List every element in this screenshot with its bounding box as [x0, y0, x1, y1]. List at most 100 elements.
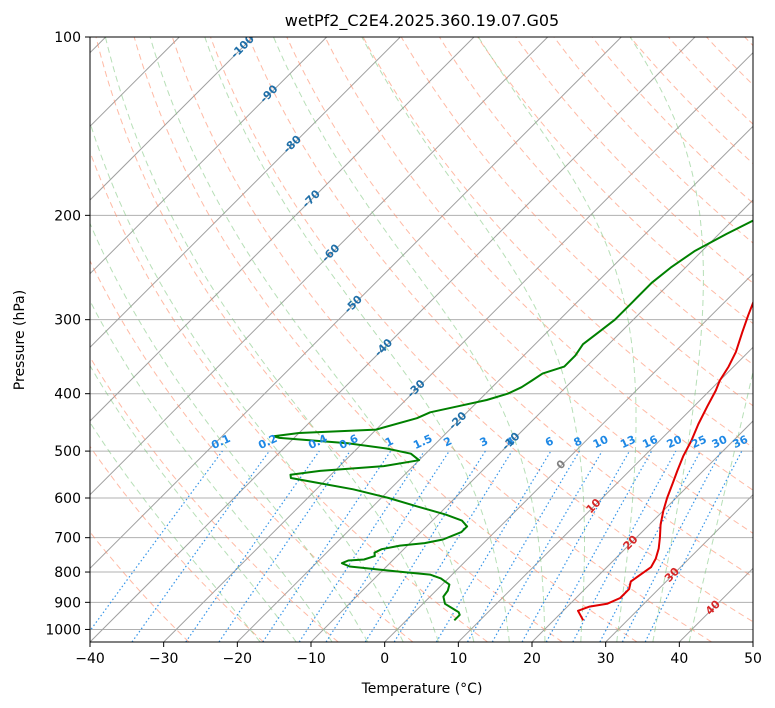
- x-tick-label: −20: [223, 651, 253, 667]
- dry-adiabat-line: [171, 37, 712, 642]
- mixing-ratio-line: [491, 450, 603, 642]
- x-tick-label: 10: [449, 651, 467, 667]
- y-tick-label: 100: [54, 30, 81, 46]
- y-tick-label: 700: [54, 531, 81, 547]
- moist-adiabat-line: [149, 37, 475, 642]
- mixing-ratio-label: 30: [710, 433, 730, 451]
- chart-title: wetPf2_C2E4.2025.360.19.07.G05: [285, 11, 559, 31]
- moist-adiabat-line: [629, 37, 704, 642]
- dry-adiabat-line: [744, 37, 753, 47]
- mixing-ratio-line: [545, 450, 653, 642]
- dry-adiabat-line: [90, 356, 339, 642]
- isotherm-line: [678, 567, 753, 642]
- y-tick-label: 200: [54, 208, 81, 224]
- isotherm-line: [457, 346, 753, 642]
- temperature-profile-line: [577, 300, 753, 621]
- x-axis: −40 −30 −20 −10 0 10 20 30 40 50: [75, 642, 762, 667]
- mixing-ratio-line: [185, 450, 320, 642]
- plot-area: [90, 37, 753, 642]
- y-axis-label: Pressure (hPa): [12, 290, 28, 390]
- mixing-ratio-line: [572, 450, 677, 642]
- x-tick-label: 50: [744, 651, 762, 667]
- isotherm-line: [163, 51, 753, 642]
- dry-adiabat-line: [95, 37, 563, 642]
- y-tick-label: 300: [54, 313, 81, 329]
- mixing-ratio-line: [466, 450, 580, 642]
- dry-adiabat-line: [90, 150, 488, 642]
- dry-adiabat-line: [133, 37, 638, 642]
- mixing-ratio-label: 16: [640, 433, 660, 451]
- moist-adiabat-line: [688, 369, 753, 642]
- mixing-ratio-line: [218, 450, 351, 642]
- mixing-ratio-label: 13: [618, 433, 637, 451]
- mixing-ratio-label: 20: [665, 433, 685, 451]
- y-axis: 100 200 300 400 500 600 700 800 900 1000: [45, 30, 90, 638]
- dry-adiabat-line: [591, 37, 753, 204]
- mixing-ratio-line: [131, 450, 270, 642]
- dry-adiabat-line: [210, 37, 753, 623]
- isotherm-label: 0: [554, 457, 569, 472]
- x-tick-label: −10: [296, 651, 326, 667]
- x-tick-label: −40: [75, 651, 105, 667]
- y-tick-label: 900: [54, 595, 81, 611]
- dry-adiabat-line: [362, 37, 753, 449]
- dry-adiabat-line: [515, 37, 753, 284]
- y-tick-label: 800: [54, 565, 81, 581]
- isotherm-label: -30: [405, 377, 428, 400]
- x-tick-label: 20: [523, 651, 541, 667]
- moist-adiabat-line: [477, 37, 637, 642]
- mixing-ratio-label: 1: [383, 434, 395, 449]
- isotherm-line: [752, 641, 753, 642]
- plot-frame: [89, 36, 754, 643]
- moist-adiabat-line: [90, 299, 333, 642]
- isotherm-label: 30: [662, 565, 682, 585]
- dry-adiabat-line: [324, 37, 753, 491]
- isotherm-line: [90, 37, 254, 201]
- isotherm-line: [90, 37, 401, 349]
- mixing-ratio-label: 6: [543, 434, 556, 449]
- dry-adiabat-line: [90, 531, 190, 642]
- dry-adiabat-line: [400, 37, 753, 407]
- isotherm-line: [90, 37, 475, 422]
- x-tick-label: 30: [597, 651, 615, 667]
- isotherm-line: [605, 493, 753, 642]
- mixing-ratio-label: 0.1: [209, 432, 232, 452]
- mixing-ratio-line: [521, 450, 631, 642]
- mixing-ratio-line: [90, 450, 223, 632]
- y-tick-label: 1000: [45, 622, 81, 638]
- dewpoint-profile-line: [272, 219, 753, 622]
- isotherm-line: [90, 37, 696, 642]
- dry-adiabat-line: [90, 259, 414, 642]
- dry-adiabat-line: [90, 445, 264, 642]
- dry-adiabat-line: [629, 37, 753, 165]
- mixing-ratio-line: [435, 450, 552, 642]
- mixing-ratio-label: 25: [689, 433, 708, 451]
- mixing-ratio-label: 0.4: [306, 432, 329, 452]
- mixing-ratio-line: [364, 450, 486, 642]
- isotherm-line: [531, 420, 753, 642]
- isotherm-line: [90, 37, 549, 496]
- mixing-ratio-line: [262, 450, 392, 642]
- mixing-ratio-line: [325, 450, 450, 642]
- x-tick-label: 40: [670, 651, 688, 667]
- moist-adiabat-line: [90, 222, 369, 642]
- isotherm-line: [90, 37, 622, 570]
- mixing-ratio-line: [393, 450, 513, 642]
- y-tick-label: 400: [54, 387, 81, 403]
- moist-adiabat-line: [361, 37, 585, 642]
- dry-adiabat-line: [668, 37, 753, 125]
- dry-adiabat-line: [477, 37, 753, 325]
- isotherm-line: [236, 125, 753, 642]
- y-tick-label: 600: [54, 491, 81, 507]
- moist-adiabat-line: [90, 364, 297, 642]
- x-tick-label: −30: [149, 651, 179, 667]
- mixing-ratio-line: [599, 450, 702, 642]
- line-labels: 0.1 0.2 0.4 0.6 1 1.5 2 3 4 6 8 10 13 16 20 25 30 36-100-…: [209, 37, 750, 618]
- isotherm-line: [90, 37, 328, 275]
- moist-adiabat-line: [104, 37, 439, 642]
- moist-adiabat-line: [90, 421, 261, 642]
- dry-adiabat-line: [248, 37, 753, 578]
- moist-adiabat-line: [204, 37, 510, 642]
- mixing-ratio-label: 8: [572, 434, 584, 449]
